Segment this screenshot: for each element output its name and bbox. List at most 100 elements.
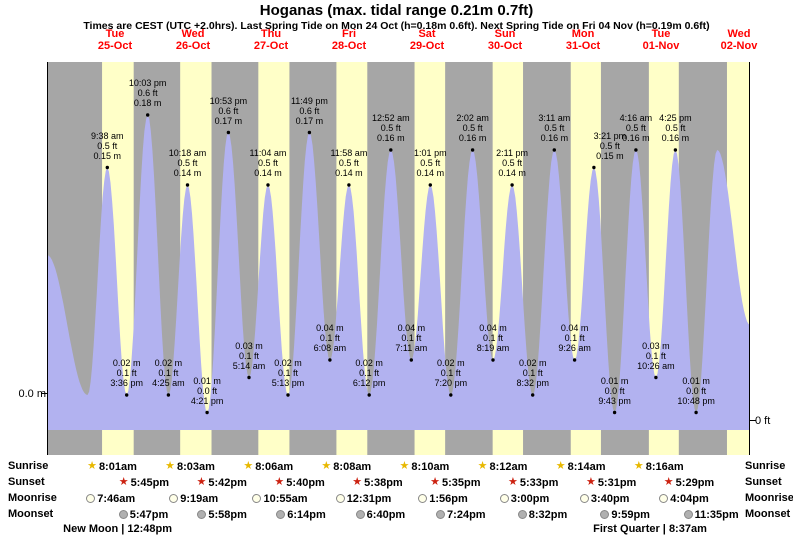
moonrise-event: 9:19am <box>169 492 218 505</box>
sunrise-row-label-left: Sunrise <box>8 460 49 472</box>
high-tide-marker <box>226 130 231 135</box>
moonrise-time: 10:55am <box>263 492 308 505</box>
high-tide-label: 12:52 am 0.5 ft 0.16 m <box>372 113 410 143</box>
sunrise-row-label-right: Sunrise <box>745 460 786 472</box>
moonset-moon-icon <box>355 510 365 519</box>
low-tide-marker <box>205 410 209 415</box>
low-tide-marker <box>694 410 698 415</box>
low-tide-marker <box>328 358 332 362</box>
moonrise-moon-icon <box>579 494 589 503</box>
moonset-event: 6:14pm <box>276 508 326 521</box>
low-tide-label: 0.02 m 0.1 ft 5:13 pm <box>271 358 305 388</box>
low-tide-marker <box>654 375 658 380</box>
sunrise-time: 8:14am <box>567 460 606 473</box>
sunrise-event: ★ 8:14am <box>556 460 606 473</box>
sunrise-event: ★ 8:08am <box>321 460 371 473</box>
sunrise-time: 8:01am <box>98 460 137 473</box>
sunset-star-icon: ★ <box>430 476 440 488</box>
sunrise-time: 8:12am <box>489 460 528 473</box>
sunrise-event: ★ 8:01am <box>87 460 137 473</box>
moonrise-time: 12:31pm <box>346 492 392 505</box>
sunset-event: ★ 5:35pm <box>430 476 480 489</box>
high-tide-marker <box>347 183 351 187</box>
sunset-time: 5:45pm <box>130 476 170 489</box>
day-header: Sun 30-Oct <box>487 28 523 52</box>
high-tide-marker <box>470 148 475 152</box>
high-tide-marker <box>510 183 514 187</box>
moonset-event: 5:47pm <box>118 508 169 521</box>
moonrise-time: 3:40pm <box>590 492 630 505</box>
high-tide-marker <box>146 113 150 117</box>
moonrise-time: 3:00pm <box>510 492 550 505</box>
moonrise-time: 7:46am <box>97 492 136 505</box>
moon-phase-label: New Moon | 12:48pm <box>63 523 172 535</box>
high-tide-label: 2:11 pm 0.5 ft 0.14 m <box>496 148 528 178</box>
moonrise-moon-icon <box>86 494 96 503</box>
low-tide-marker <box>449 393 453 397</box>
sunset-event: ★ 5:38pm <box>352 476 402 489</box>
high-tide-marker <box>552 148 556 152</box>
sunrise-time: 8:16am <box>645 460 684 473</box>
moonrise-event: 10:55am <box>252 492 308 505</box>
high-tide-label: 10:53 pm 0.6 ft 0.17 m <box>209 95 248 126</box>
low-tide-marker <box>367 393 371 397</box>
moonrise-event: 3:00pm <box>499 492 550 505</box>
moonset-row-label-left: Moonset <box>8 508 54 520</box>
moonset-time: 5:47pm <box>129 508 169 521</box>
sunset-row-label-left: Sunset <box>8 476 45 488</box>
low-tide-label: 0.01 m 0.0 ft 4:21 pm <box>190 375 224 406</box>
moon-phase-label: First Quarter | 8:37am <box>593 523 707 535</box>
high-tide-label: 3:11 am 0.5 ft 0.16 m <box>538 113 571 143</box>
sunset-star-icon: ★ <box>118 476 129 488</box>
low-tide-label: 0.02 m 0.1 ft 3:36 pm <box>110 358 143 388</box>
day-header: Tue 25-Oct <box>97 28 133 52</box>
moonset-time: 8:32pm <box>528 508 568 521</box>
high-tide-marker <box>266 183 270 187</box>
moonset-event: 9:59pm <box>600 508 650 521</box>
high-tide-marker <box>389 148 393 152</box>
sunrise-time: 8:08am <box>333 460 372 473</box>
sunrise-star-icon: ★ <box>555 460 566 472</box>
y-axis-label-meters: 0.0 m <box>18 388 46 400</box>
moonset-moon-icon <box>600 510 610 519</box>
high-tide-marker <box>185 183 190 187</box>
moonrise-event: 4:04pm <box>659 492 709 505</box>
sunset-time: 5:40pm <box>286 476 325 489</box>
moonrise-time: 4:04pm <box>670 492 709 505</box>
high-tide-label: 1:01 pm 0.5 ft 0.14 m <box>414 148 447 178</box>
high-tide-marker <box>634 148 638 152</box>
moonset-time: 5:58pm <box>208 508 247 521</box>
moonset-moon-icon <box>276 510 286 519</box>
moonset-time: 7:24pm <box>447 508 486 521</box>
sunrise-star-icon: ★ <box>321 460 332 472</box>
high-tide-label: 10:03 pm 0.6 ft 0.18 m <box>128 78 167 108</box>
sunset-event: ★ 5:33pm <box>508 476 558 489</box>
moonset-time: 11:35pm <box>694 508 739 521</box>
sunrise-event: ★ 8:12am <box>478 460 528 473</box>
tide-curve-area <box>47 115 750 430</box>
low-tide-label: 0.03 m 0.1 ft 10:26 am <box>637 340 675 371</box>
high-tide-label: 9:38 am 0.5 ft 0.15 m <box>91 130 124 161</box>
moonrise-event: 3:40pm <box>579 492 630 505</box>
moonrise-moon-icon <box>659 494 669 503</box>
low-tide-marker <box>531 393 535 397</box>
sunrise-time: 8:10am <box>411 460 450 473</box>
sunrise-time: 8:06am <box>255 460 294 473</box>
low-tide-marker <box>125 393 129 397</box>
moonset-row-label-right: Moonset <box>745 508 791 520</box>
moonrise-moon-icon <box>335 494 345 503</box>
moonrise-moon-icon <box>252 494 262 503</box>
moonset-moon-icon <box>197 510 207 519</box>
sunset-event: ★ 5:45pm <box>119 476 169 489</box>
day-header: Tue 01-Nov <box>642 28 680 52</box>
low-tide-marker <box>286 393 290 397</box>
low-tide-label: 0.04 m 0.1 ft 8:19 am <box>476 323 510 353</box>
moonset-moon-icon <box>683 510 693 519</box>
low-tide-label: 0.03 m 0.1 ft 5:14 am <box>232 340 266 371</box>
low-tide-marker <box>572 358 577 362</box>
sunset-star-icon: ★ <box>196 476 207 488</box>
page-title: Hoganas (max. tidal range 0.21m 0.7ft) <box>259 2 534 19</box>
high-tide-label: 3:21 pm 0.5 ft 0.15 m <box>593 130 627 161</box>
